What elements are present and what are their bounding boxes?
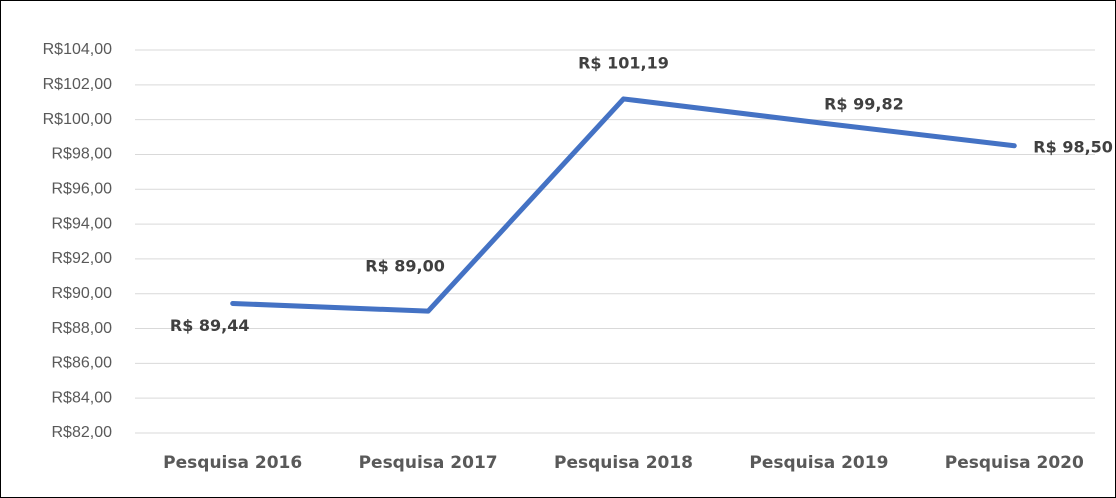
data-label: R$ 89,44 <box>170 316 250 335</box>
y-tick-label: R$92,00 <box>52 250 113 267</box>
data-label: R$ 99,82 <box>824 94 904 113</box>
y-tick-label: R$90,00 <box>52 285 113 302</box>
x-tick-label: Pesquisa 2017 <box>359 453 498 473</box>
data-label: R$ 89,00 <box>365 257 445 276</box>
line-series <box>230 96 1017 314</box>
y-tick-label: R$82,00 <box>52 424 113 441</box>
y-tick-label: R$98,00 <box>52 146 113 163</box>
y-tick-label: R$100,00 <box>43 111 112 128</box>
y-tick-label: R$88,00 <box>52 320 113 337</box>
y-tick-label: R$96,00 <box>52 180 113 197</box>
y-tick-label: R$104,00 <box>43 41 112 58</box>
data-label: R$ 98,50 <box>1033 137 1113 156</box>
y-tick-label: R$102,00 <box>43 76 112 93</box>
y-tick-label: R$86,00 <box>52 355 113 372</box>
y-tick-label: R$84,00 <box>52 389 113 406</box>
data-label: R$ 101,19 <box>578 53 669 72</box>
x-tick-label: Pesquisa 2019 <box>749 453 888 473</box>
y-tick-label: R$94,00 <box>52 215 113 232</box>
x-tick-label: Pesquisa 2020 <box>945 453 1084 473</box>
x-tick-label: Pesquisa 2018 <box>554 453 693 473</box>
x-tick-label: Pesquisa 2016 <box>163 453 302 473</box>
